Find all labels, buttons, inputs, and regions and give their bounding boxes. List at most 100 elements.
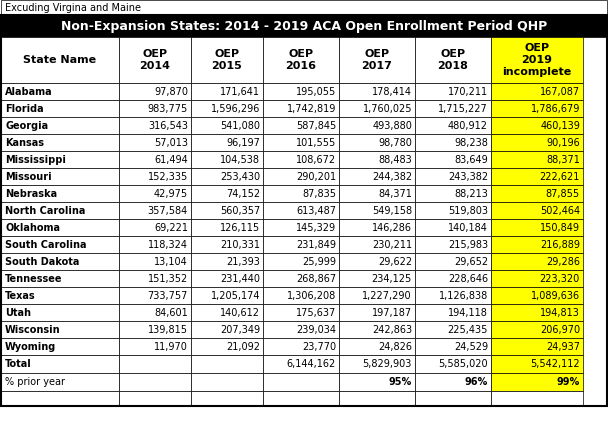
Text: Utah: Utah <box>5 308 31 318</box>
Bar <box>491 151 583 168</box>
Text: 61,494: 61,494 <box>154 154 188 165</box>
Bar <box>1 151 119 168</box>
Text: Missouri: Missouri <box>5 172 52 181</box>
Text: 1,089,636: 1,089,636 <box>531 290 580 301</box>
Bar <box>491 304 583 321</box>
Bar <box>491 270 583 287</box>
Bar <box>415 391 491 406</box>
Text: 1,742,819: 1,742,819 <box>286 103 336 114</box>
Text: 223,320: 223,320 <box>540 274 580 283</box>
Bar <box>491 338 583 355</box>
Text: Mississippi: Mississippi <box>5 154 66 165</box>
Bar <box>1 15 607 406</box>
Text: 178,414: 178,414 <box>372 87 412 96</box>
Bar <box>415 270 491 287</box>
Text: 13,104: 13,104 <box>154 257 188 267</box>
Text: 460,139: 460,139 <box>540 121 580 131</box>
Text: 242,863: 242,863 <box>372 325 412 334</box>
Text: 234,125: 234,125 <box>371 274 412 283</box>
Bar <box>491 117 583 134</box>
Text: 101,555: 101,555 <box>295 137 336 147</box>
Bar <box>339 219 415 236</box>
Text: 69,221: 69,221 <box>154 223 188 232</box>
Bar <box>263 168 339 185</box>
Text: 87,855: 87,855 <box>546 188 580 198</box>
Text: 146,286: 146,286 <box>372 223 412 232</box>
Bar <box>191 202 263 219</box>
Bar <box>119 236 191 253</box>
Bar <box>415 355 491 373</box>
Bar <box>491 391 583 406</box>
Bar <box>339 253 415 270</box>
Text: 88,213: 88,213 <box>454 188 488 198</box>
Bar <box>1 236 119 253</box>
Bar <box>415 134 491 151</box>
Text: 613,487: 613,487 <box>296 205 336 216</box>
Text: 57,013: 57,013 <box>154 137 188 147</box>
Text: 104,538: 104,538 <box>220 154 260 165</box>
Bar <box>339 321 415 338</box>
Text: 1,126,838: 1,126,838 <box>439 290 488 301</box>
Bar <box>339 151 415 168</box>
Text: 84,371: 84,371 <box>378 188 412 198</box>
Bar <box>415 100 491 117</box>
Bar <box>263 287 339 304</box>
Text: 74,152: 74,152 <box>226 188 260 198</box>
Text: 97,870: 97,870 <box>154 87 188 96</box>
Text: 1,205,174: 1,205,174 <box>210 290 260 301</box>
Bar <box>263 391 339 406</box>
Bar <box>339 391 415 406</box>
Text: North Carolina: North Carolina <box>5 205 85 216</box>
Bar <box>119 253 191 270</box>
Bar <box>119 304 191 321</box>
Bar <box>119 391 191 406</box>
Bar <box>263 321 339 338</box>
Bar <box>339 287 415 304</box>
Bar <box>415 168 491 185</box>
Text: 98,238: 98,238 <box>454 137 488 147</box>
Text: 108,672: 108,672 <box>296 154 336 165</box>
Text: OEP
2015: OEP 2015 <box>212 49 243 71</box>
Bar <box>339 270 415 287</box>
Bar <box>339 304 415 321</box>
Bar <box>339 185 415 202</box>
Text: 5,585,020: 5,585,020 <box>438 359 488 369</box>
Text: 541,080: 541,080 <box>220 121 260 131</box>
Bar <box>263 151 339 168</box>
Bar <box>263 202 339 219</box>
Bar <box>119 355 191 373</box>
Bar <box>491 185 583 202</box>
Text: OEP
2014: OEP 2014 <box>139 49 170 71</box>
Bar <box>339 100 415 117</box>
Bar <box>191 373 263 391</box>
Text: 194,813: 194,813 <box>540 308 580 318</box>
Bar <box>191 37 263 83</box>
Text: OEP
2019
incomplete: OEP 2019 incomplete <box>502 43 572 77</box>
Bar <box>1 287 119 304</box>
Bar <box>263 355 339 373</box>
Text: Kansas: Kansas <box>5 137 44 147</box>
Bar <box>119 117 191 134</box>
Text: 23,770: 23,770 <box>302 341 336 352</box>
Text: 983,775: 983,775 <box>148 103 188 114</box>
Bar <box>263 134 339 151</box>
Text: 88,483: 88,483 <box>378 154 412 165</box>
Text: 139,815: 139,815 <box>148 325 188 334</box>
Bar <box>191 253 263 270</box>
Text: Florida: Florida <box>5 103 44 114</box>
Bar <box>191 168 263 185</box>
Bar <box>415 83 491 100</box>
Bar <box>1 219 119 236</box>
Bar <box>119 168 191 185</box>
Text: 1,306,208: 1,306,208 <box>287 290 336 301</box>
Bar <box>191 321 263 338</box>
Bar <box>491 168 583 185</box>
Bar <box>491 83 583 100</box>
Text: 5,542,112: 5,542,112 <box>530 359 580 369</box>
Bar <box>415 219 491 236</box>
Bar <box>1 373 119 391</box>
Text: 215,983: 215,983 <box>448 239 488 249</box>
Bar <box>491 321 583 338</box>
Bar <box>191 134 263 151</box>
Bar <box>491 219 583 236</box>
